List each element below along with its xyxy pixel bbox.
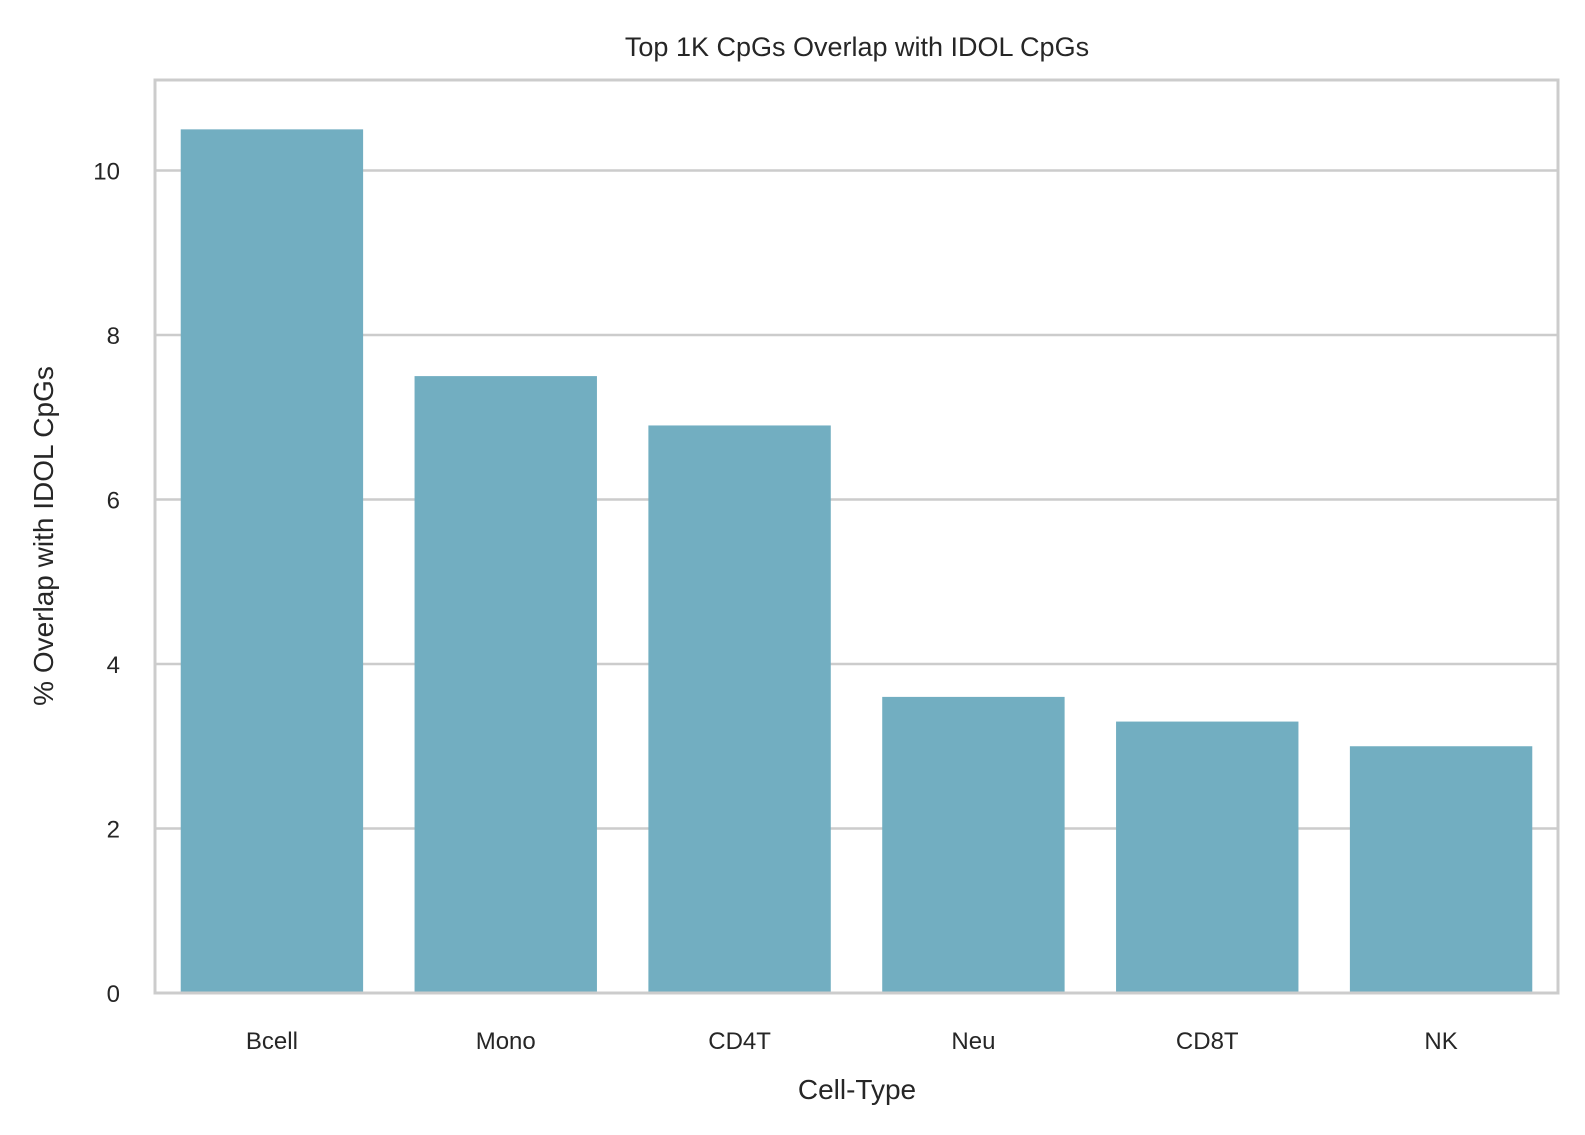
y-tick-label: 6 bbox=[107, 487, 120, 514]
y-tick-label: 8 bbox=[107, 323, 120, 350]
x-tick-label-cd8t: CD8T bbox=[1176, 1028, 1239, 1055]
y-tick-labels: 0 2 4 6 8 10 bbox=[93, 158, 120, 1008]
y-tick-label: 10 bbox=[93, 158, 120, 185]
x-tick-label-neu: Neu bbox=[951, 1028, 995, 1055]
bar-cd4t bbox=[648, 425, 831, 993]
chart-title: Top 1K CpGs Overlap with IDOL CpGs bbox=[625, 32, 1089, 62]
bar-nk bbox=[1349, 746, 1533, 993]
gridlines bbox=[155, 169, 1558, 830]
bars bbox=[180, 129, 1533, 994]
bar-neu bbox=[882, 696, 1065, 993]
x-tick-label-cd4t: CD4T bbox=[708, 1028, 771, 1055]
y-tick-label: 0 bbox=[107, 981, 120, 1008]
x-axis-label: Cell-Type bbox=[798, 1074, 916, 1105]
bar-mono bbox=[414, 376, 597, 993]
bar-cd8t bbox=[1116, 721, 1299, 993]
plot-frame bbox=[153, 78, 1560, 995]
x-tick-label-mono: Mono bbox=[476, 1028, 536, 1055]
y-axis-label: % Overlap with IDOL CpGs bbox=[28, 366, 59, 706]
y-tick-label: 4 bbox=[107, 652, 120, 679]
x-tick-labels: Bcell Mono CD4T Neu CD8T NK bbox=[246, 1028, 1458, 1055]
y-tick-label: 2 bbox=[107, 816, 120, 843]
bar-bcell bbox=[180, 129, 364, 994]
x-tick-label-nk: NK bbox=[1424, 1028, 1457, 1055]
x-tick-label-bcell: Bcell bbox=[246, 1028, 298, 1055]
